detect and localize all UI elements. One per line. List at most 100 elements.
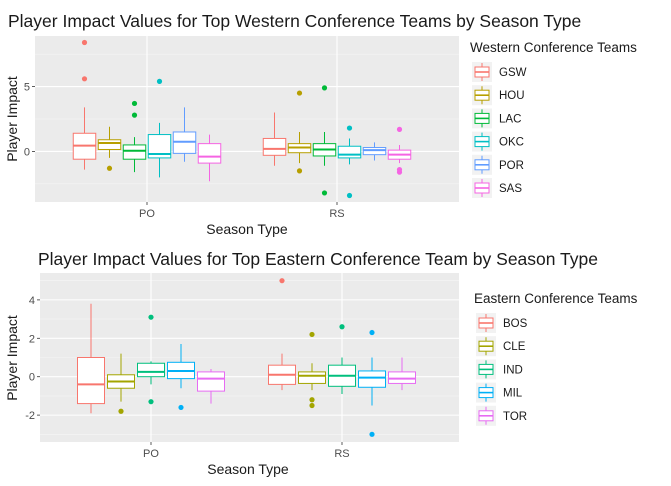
outlier-point (131, 112, 138, 118)
outlier-point (309, 397, 315, 403)
western-y-axis-title: Player Impact (4, 76, 20, 162)
legend-label: HOU (499, 90, 525, 102)
western-box-gsw-po (72, 39, 97, 170)
western-box-okc-rs (337, 125, 362, 199)
outlier-point (156, 78, 163, 84)
western-box-por-po (172, 107, 197, 162)
western-box-lac-po (122, 100, 147, 173)
legend-label: BOS (503, 318, 528, 330)
outlier-point (346, 125, 353, 131)
eastern-box-ind-po (137, 314, 165, 405)
outlier-point (296, 168, 303, 174)
western-legend-item-lac: LAC (472, 108, 521, 129)
outlier-point (321, 85, 328, 91)
box-body (97, 139, 122, 150)
western-box-hou-po (97, 126, 122, 171)
outlier-point (339, 324, 345, 330)
western-chart: Player Impact Values for Top Western Con… (4, 11, 637, 237)
western-chart-title: Player Impact Values for Top Western Con… (8, 11, 581, 31)
western-gridlines (35, 36, 459, 202)
legend-label: TOR (503, 411, 527, 423)
outlier-point (369, 431, 375, 437)
legend-label: CLE (503, 341, 526, 353)
box-body (147, 134, 172, 159)
eastern-x-ticks: PO RS (143, 442, 350, 460)
outlier-point (178, 404, 184, 411)
western-box-por-rs (362, 142, 387, 161)
western-boxes (72, 39, 412, 199)
legend-label: SAS (499, 183, 522, 195)
box-body (77, 357, 105, 405)
outlier-point (81, 39, 88, 46)
western-legend-keys: GSW HOU LAC OKC POR SAS (472, 62, 527, 198)
eastern-legend-title: Eastern Conference Teams (474, 291, 638, 306)
box-body (358, 370, 386, 388)
box-body (197, 371, 225, 392)
eastern-y-ticks: -2 0 2 4 (25, 295, 40, 422)
outlier-point (369, 329, 375, 336)
western-y-tick-label: 5 (24, 82, 30, 94)
outlier-point (148, 314, 154, 320)
outlier-point (396, 169, 403, 175)
western-box-okc-po (147, 78, 172, 178)
box-body (262, 137, 287, 156)
western-legend: Western Conference Teams GSW HOU LAC OKC POR… (470, 40, 637, 198)
outlier-point (346, 192, 353, 199)
outlier-point (279, 278, 285, 284)
outlier-point (309, 331, 315, 338)
outlier-point (118, 408, 124, 414)
western-y-tick-label: 0 (24, 146, 30, 158)
eastern-legend-item-bos: BOS (476, 313, 528, 333)
box-body (298, 371, 326, 384)
outlier-point (296, 90, 303, 96)
western-legend-title: Western Conference Teams (470, 40, 637, 55)
eastern-y-tick-label: 0 (29, 372, 35, 384)
eastern-box-tor-rs (388, 357, 416, 391)
outlier-point (106, 165, 113, 171)
eastern-y-tick-label: -2 (25, 410, 35, 422)
western-y-ticks: 05 (24, 82, 35, 158)
eastern-box-tor-po (197, 369, 225, 404)
western-x-tick-label: RS (329, 208, 344, 220)
legend-label: GSW (499, 67, 527, 79)
eastern-box-mil-rs (358, 329, 386, 437)
box-body (197, 143, 222, 164)
western-legend-item-gsw: GSW (472, 62, 527, 82)
legend-label: MIL (503, 388, 523, 400)
box-body (337, 145, 362, 159)
western-legend-item-hou: HOU (472, 85, 525, 106)
eastern-x-tick-label: RS (334, 448, 349, 460)
western-box-lac-rs (312, 85, 337, 196)
eastern-legend: Eastern Conference Teams BOS CLE IND MIL TOR (474, 291, 638, 426)
western-box-hou-rs (287, 90, 312, 174)
western-legend-item-okc: OKC (472, 131, 524, 152)
western-legend-item-sas: SAS (472, 178, 522, 198)
outlier-point (396, 126, 403, 132)
eastern-legend-item-mil: MIL (476, 382, 523, 403)
eastern-chart-title: Player Impact Values for Top Eastern Con… (38, 249, 598, 269)
eastern-box-mil-po (167, 344, 195, 411)
eastern-chart: Player Impact Values for Top Eastern Con… (4, 249, 638, 477)
western-x-tick-label: PO (139, 208, 155, 220)
eastern-legend-item-cle: CLE (476, 336, 526, 357)
eastern-y-tick-label: 4 (29, 295, 35, 307)
box-body (137, 362, 165, 378)
legend-label: OKC (499, 137, 524, 149)
western-box-sas-po (197, 134, 222, 182)
western-box-sas-rs (387, 126, 412, 175)
outlier-point (148, 399, 154, 405)
eastern-box-cle-po (107, 353, 135, 414)
legend-label: POR (499, 160, 524, 172)
eastern-legend-keys: BOS CLE IND MIL TOR (476, 313, 528, 426)
legend-label: IND (503, 364, 523, 376)
outlier-point (309, 402, 315, 409)
outlier-point (321, 190, 328, 196)
box-body (122, 144, 147, 160)
eastern-y-axis-title: Player Impact (4, 315, 20, 401)
eastern-box-ind-rs (328, 324, 356, 394)
legend-label: LAC (499, 113, 521, 125)
outlier-point (81, 76, 88, 82)
eastern-legend-item-ind: IND (476, 359, 523, 380)
eastern-legend-item-tor: TOR (476, 405, 527, 426)
